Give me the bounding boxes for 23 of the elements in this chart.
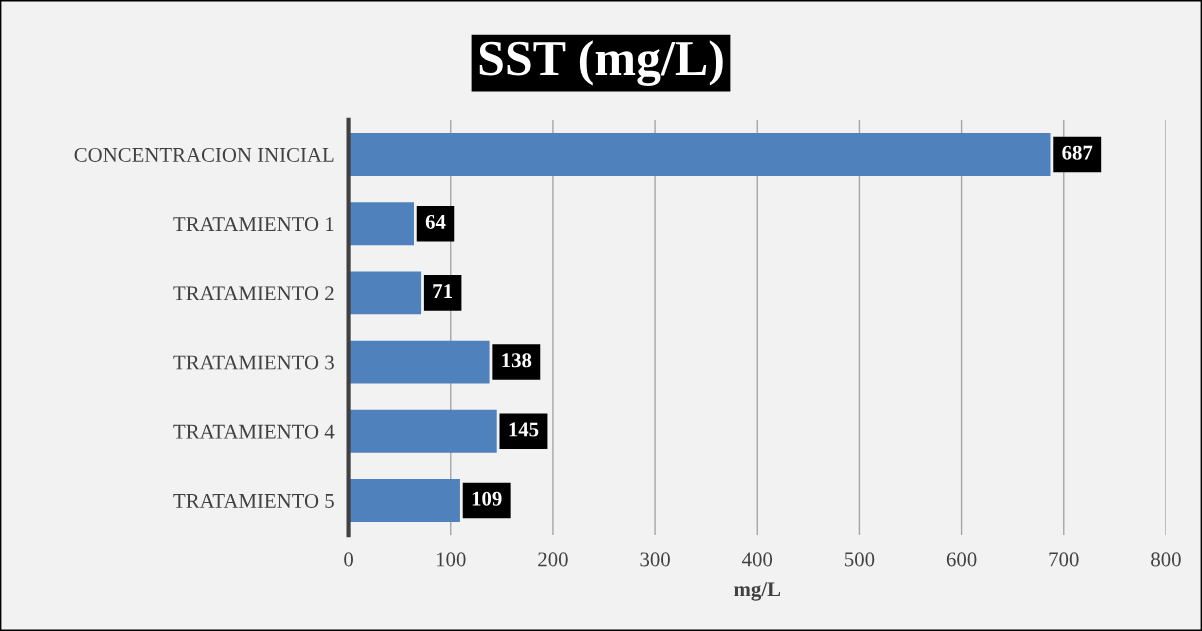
x-tick-label: 500	[845, 552, 875, 567]
data-label: 687	[1062, 145, 1093, 160]
chart-title: SST (mg/L)	[479, 40, 723, 86]
y-tick-label: TRATAMIENTO 5	[173, 493, 334, 508]
y-tick-label: TRATAMIENTO 4	[173, 424, 335, 439]
data-label: 64	[425, 214, 446, 229]
y-tick-label: TRATAMIENTO 1	[173, 217, 334, 232]
x-tick-label: 600	[946, 552, 977, 567]
y-tick-label: TRATAMIENTO 3	[173, 355, 334, 370]
x-tick-label: 200	[538, 552, 568, 567]
data-label: 109	[472, 491, 502, 506]
x-tick-label: 700	[1049, 552, 1079, 567]
x-tick-label: 400	[742, 552, 773, 567]
x-tick-label: 800	[1151, 552, 1181, 567]
x-tick-label: 100	[436, 552, 466, 567]
y-tick-label: TRATAMIENTO 2	[173, 286, 334, 301]
data-label: 145	[509, 422, 539, 437]
x-axis-title: mg/L	[734, 582, 781, 601]
data-label: 71	[433, 284, 452, 298]
x-tick-label: 300	[640, 552, 670, 567]
x-tick-label: 0	[344, 552, 353, 567]
y-tick-label: CONCENTRACION INICIAL	[74, 147, 334, 162]
data-label: 138	[502, 353, 532, 368]
